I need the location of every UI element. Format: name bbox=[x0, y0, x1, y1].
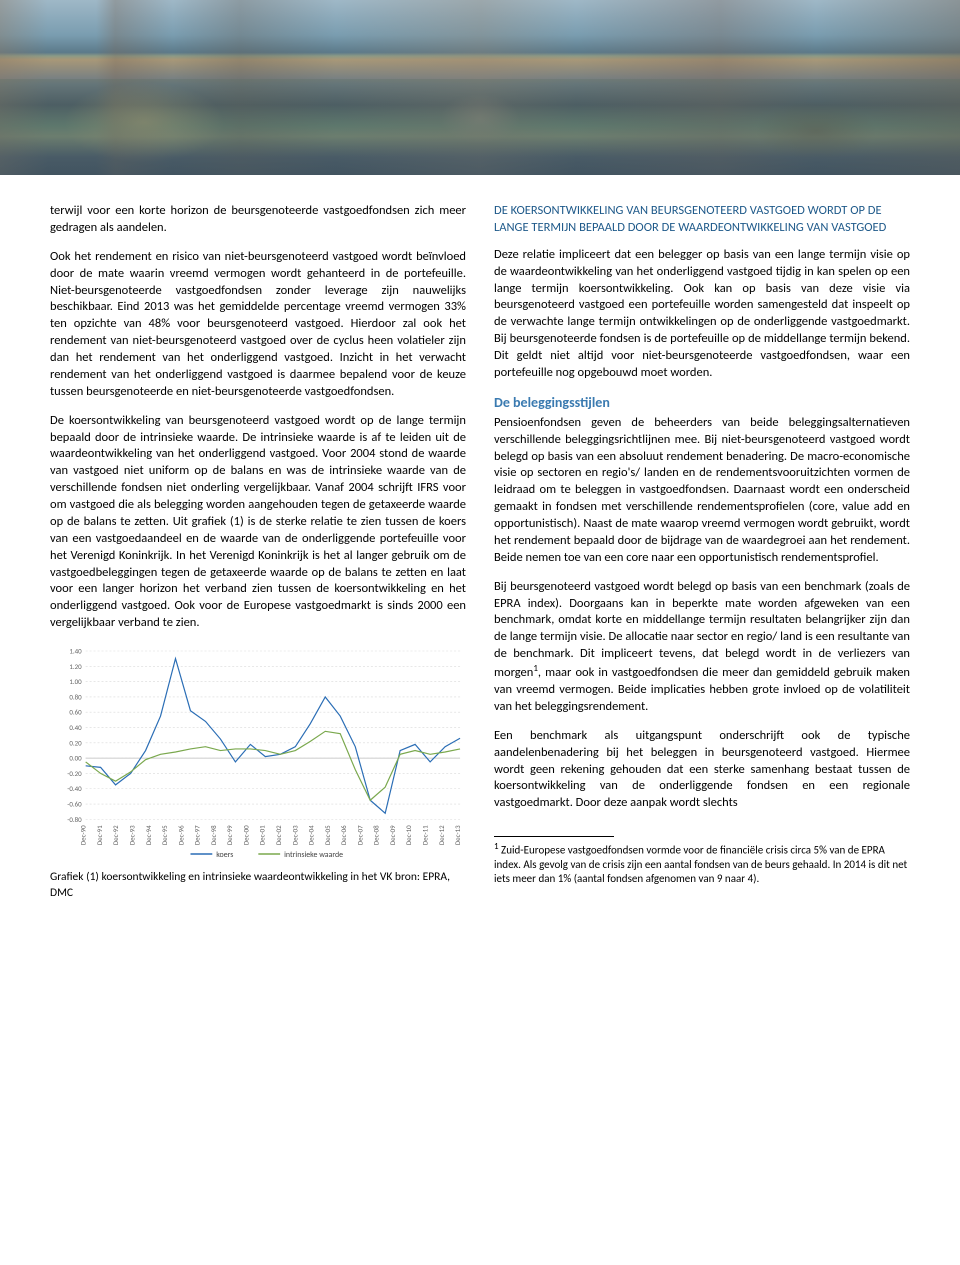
svg-text:Dec-06: Dec-06 bbox=[339, 825, 348, 845]
svg-text:1.20: 1.20 bbox=[69, 662, 82, 671]
svg-text:0.60: 0.60 bbox=[69, 708, 82, 717]
svg-text:-0.80: -0.80 bbox=[67, 815, 82, 824]
svg-text:0.00: 0.00 bbox=[69, 754, 82, 763]
svg-text:Dec-00: Dec-00 bbox=[241, 825, 250, 845]
svg-text:Dec-91: Dec-91 bbox=[95, 825, 104, 845]
section-heading-caps: DE KOERSONTWIKKELING VAN BEURSGENOTEERD … bbox=[494, 203, 910, 237]
svg-text:-0.60: -0.60 bbox=[67, 800, 82, 809]
svg-text:0.40: 0.40 bbox=[69, 723, 82, 732]
svg-text:Dec-97: Dec-97 bbox=[193, 825, 202, 845]
svg-text:Dec-93: Dec-93 bbox=[127, 825, 136, 845]
svg-text:Dec-05: Dec-05 bbox=[323, 825, 332, 845]
svg-text:Dec-09: Dec-09 bbox=[388, 825, 397, 845]
svg-text:Dec-10: Dec-10 bbox=[404, 825, 413, 845]
right-column: DE KOERSONTWIKKELING VAN BEURSGENOTEERD … bbox=[494, 203, 910, 911]
svg-text:Dec-99: Dec-99 bbox=[225, 825, 234, 845]
svg-text:-0.20: -0.20 bbox=[67, 769, 82, 778]
svg-text:-0.40: -0.40 bbox=[67, 784, 82, 793]
left-para-3: De koersontwikkeling van beursgenoteerd … bbox=[50, 413, 466, 632]
svg-text:Dec-07: Dec-07 bbox=[355, 825, 364, 845]
svg-text:Dec-96: Dec-96 bbox=[176, 825, 185, 845]
right-para-2: Pensioenfondsen geven de beheerders van … bbox=[494, 415, 910, 567]
right-para-1: Deze relatie impliceert dat een belegger… bbox=[494, 247, 910, 382]
svg-text:Dec-92: Dec-92 bbox=[111, 825, 120, 845]
svg-text:0.20: 0.20 bbox=[69, 738, 82, 747]
svg-text:Dec-01: Dec-01 bbox=[258, 825, 267, 845]
svg-text:Dec-04: Dec-04 bbox=[307, 825, 316, 845]
svg-text:Dec-02: Dec-02 bbox=[274, 825, 283, 845]
svg-text:Dec-90: Dec-90 bbox=[79, 825, 88, 845]
chart-caption: Grafiek (1) koersontwikkeling en intrins… bbox=[50, 870, 466, 901]
footnote-rule bbox=[494, 836, 614, 837]
left-column: terwijl voor een korte horizon de beursg… bbox=[50, 203, 466, 911]
svg-text:Dec-03: Dec-03 bbox=[290, 825, 299, 845]
svg-text:1.00: 1.00 bbox=[69, 677, 82, 686]
page-content: terwijl voor een korte horizon de beursg… bbox=[0, 203, 960, 941]
right-para-3: Bij beursgenoteerd vastgoed wordt belegd… bbox=[494, 579, 910, 716]
svg-text:Dec-98: Dec-98 bbox=[209, 825, 218, 845]
line-chart: -0.80 -0.60 -0.40 -0.20 0.00 0.20 0.40 0.60 0.80… bbox=[50, 644, 466, 864]
svg-text:0.80: 0.80 bbox=[69, 692, 82, 701]
section-heading-sub: De beleggingsstijlen bbox=[494, 394, 910, 411]
footnote-text: 1 Zuid-Europese vastgoedfondsen vormde v… bbox=[494, 841, 910, 887]
svg-text:Dec-13: Dec-13 bbox=[453, 825, 462, 845]
svg-text:koers: koers bbox=[216, 850, 233, 860]
banner-image bbox=[0, 0, 960, 175]
svg-text:Dec-94: Dec-94 bbox=[144, 825, 153, 845]
left-para-1: terwijl voor een korte horizon de beursg… bbox=[50, 203, 466, 237]
left-para-2: Ook het rendement en risico van niet-beu… bbox=[50, 249, 466, 401]
right-para-4: Een benchmark als uitgangspunt onderschr… bbox=[494, 728, 910, 812]
svg-text:Dec-08: Dec-08 bbox=[372, 825, 381, 845]
svg-text:Dec-12: Dec-12 bbox=[437, 825, 446, 845]
svg-text:Dec-11: Dec-11 bbox=[421, 825, 430, 845]
svg-text:Dec-95: Dec-95 bbox=[160, 825, 169, 845]
svg-text:intrinsieke waarde: intrinsieke waarde bbox=[284, 850, 343, 860]
svg-text:1.40: 1.40 bbox=[69, 646, 82, 655]
